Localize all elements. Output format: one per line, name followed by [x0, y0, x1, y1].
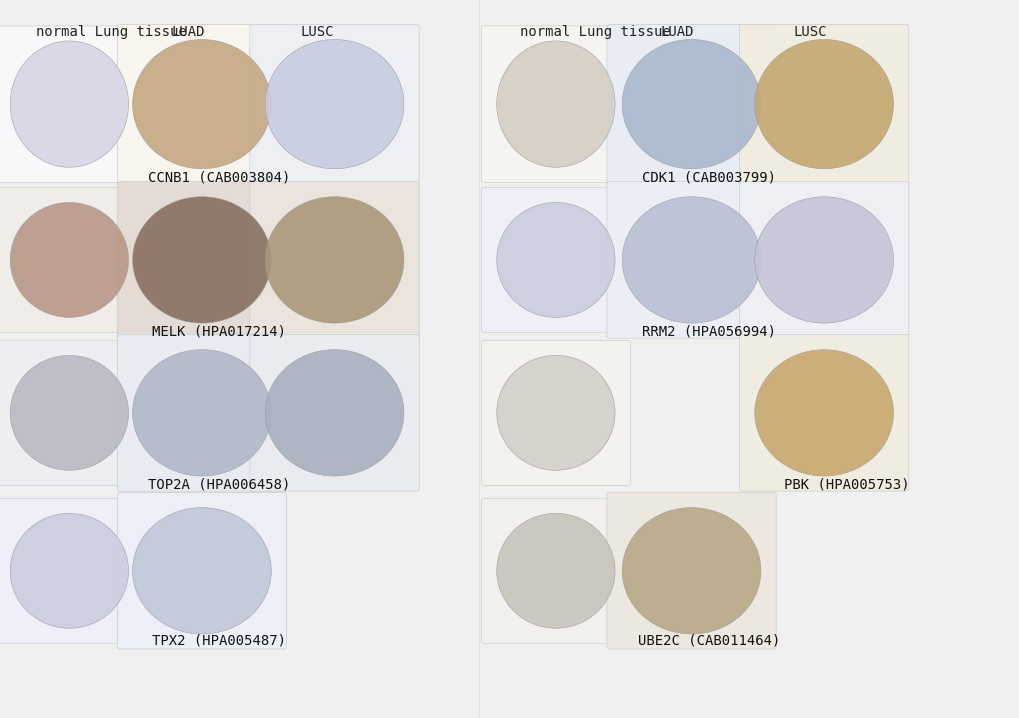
Ellipse shape [265, 350, 404, 476]
Text: CCNB1 (CAB003804): CCNB1 (CAB003804) [148, 171, 290, 185]
Ellipse shape [10, 41, 128, 167]
Ellipse shape [754, 39, 893, 169]
FancyBboxPatch shape [481, 340, 630, 485]
FancyBboxPatch shape [117, 182, 286, 338]
Ellipse shape [496, 202, 614, 317]
FancyBboxPatch shape [606, 493, 775, 649]
Text: RRM2 (HPA056994): RRM2 (HPA056994) [641, 325, 775, 338]
Text: TOP2A (HPA006458): TOP2A (HPA006458) [148, 477, 290, 491]
Ellipse shape [10, 202, 128, 317]
Ellipse shape [265, 197, 404, 323]
Ellipse shape [132, 350, 271, 476]
Ellipse shape [622, 197, 760, 323]
Text: MELK (HPA017214): MELK (HPA017214) [152, 325, 286, 338]
FancyBboxPatch shape [481, 187, 630, 332]
FancyBboxPatch shape [606, 24, 775, 184]
Ellipse shape [754, 350, 893, 476]
Ellipse shape [265, 39, 404, 169]
Ellipse shape [754, 197, 893, 323]
Text: CDK1 (CAB003799): CDK1 (CAB003799) [641, 171, 775, 185]
FancyBboxPatch shape [0, 187, 144, 332]
Text: LUAD: LUAD [660, 25, 694, 39]
FancyBboxPatch shape [739, 182, 908, 338]
Ellipse shape [132, 197, 271, 323]
Text: TPX2 (HPA005487): TPX2 (HPA005487) [152, 633, 286, 647]
Ellipse shape [622, 508, 760, 634]
FancyBboxPatch shape [117, 24, 286, 184]
FancyBboxPatch shape [739, 335, 908, 491]
FancyBboxPatch shape [739, 24, 908, 184]
FancyBboxPatch shape [250, 335, 419, 491]
Text: UBE2C (CAB011464): UBE2C (CAB011464) [637, 633, 780, 647]
Text: LUSC: LUSC [793, 25, 826, 39]
Text: PBK (HPA005753): PBK (HPA005753) [783, 477, 909, 491]
FancyBboxPatch shape [481, 26, 630, 182]
Ellipse shape [496, 355, 614, 470]
Text: normal Lung tissue: normal Lung tissue [520, 25, 671, 39]
Ellipse shape [622, 39, 760, 169]
FancyBboxPatch shape [0, 26, 144, 182]
FancyBboxPatch shape [117, 493, 286, 649]
Ellipse shape [10, 513, 128, 628]
FancyBboxPatch shape [481, 498, 630, 643]
Text: LUSC: LUSC [301, 25, 334, 39]
Ellipse shape [496, 513, 614, 628]
FancyBboxPatch shape [0, 340, 144, 485]
FancyBboxPatch shape [606, 182, 775, 338]
Ellipse shape [132, 508, 271, 634]
FancyBboxPatch shape [117, 335, 286, 491]
Ellipse shape [132, 39, 271, 169]
FancyBboxPatch shape [0, 498, 144, 643]
FancyBboxPatch shape [250, 24, 419, 184]
Ellipse shape [10, 355, 128, 470]
FancyBboxPatch shape [250, 182, 419, 338]
Text: LUAD: LUAD [171, 25, 205, 39]
Text: normal Lung tissue: normal Lung tissue [36, 25, 186, 39]
Ellipse shape [496, 41, 614, 167]
